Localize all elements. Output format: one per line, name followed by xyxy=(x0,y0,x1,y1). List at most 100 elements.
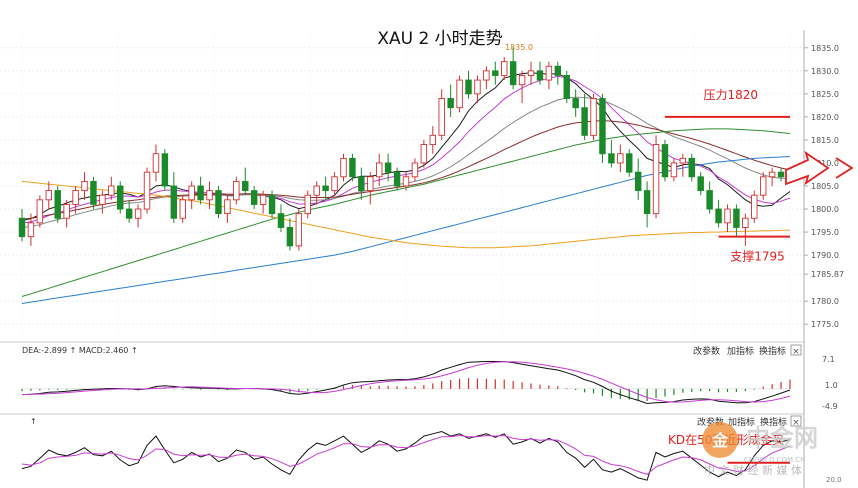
support-resistance-annotations: 压力1820 支撑1795 xyxy=(664,88,790,264)
candle-body xyxy=(393,171,401,187)
macd-button-switch[interactable]: 换指标 xyxy=(759,345,786,357)
candle-body xyxy=(215,190,222,215)
candle-body xyxy=(688,157,695,178)
candle-body xyxy=(447,98,454,109)
candle-body xyxy=(438,98,445,136)
candle-body xyxy=(768,171,776,178)
candle-body xyxy=(670,162,678,178)
candle-body xyxy=(536,70,544,81)
candle-body xyxy=(483,70,490,81)
kd-k-line xyxy=(21,430,791,481)
candle-body xyxy=(206,190,213,201)
kd-close-icon[interactable]: × xyxy=(792,418,800,428)
candle-body xyxy=(45,190,53,201)
macd-button-add[interactable]: 加指标 xyxy=(727,345,754,357)
candle-body xyxy=(331,176,338,192)
candle-body xyxy=(518,75,526,86)
candle-body xyxy=(715,208,722,224)
macd-header: DEA:-2.899 ↑ MACD:2.460 ↑ xyxy=(22,346,138,355)
candle-body xyxy=(617,153,624,164)
price-tick-label: 1825.0 xyxy=(811,90,839,99)
candle-body xyxy=(474,79,481,95)
price-tick-label: 1780.0 xyxy=(811,297,839,306)
price-tick-label: 1805.0 xyxy=(811,182,839,191)
candle-body xyxy=(751,194,758,219)
macd-plot xyxy=(21,361,791,405)
candle-body xyxy=(125,208,133,219)
candle-body xyxy=(161,153,169,187)
watermark-logo-char: 金 xyxy=(711,431,729,450)
candlestick-series xyxy=(18,47,794,251)
kd-header: ↑ xyxy=(30,417,37,426)
candle-body xyxy=(599,98,606,155)
macd-button-params[interactable]: 改参数 xyxy=(693,345,720,357)
watermark-brand: 中金网 xyxy=(746,424,818,452)
candle-body xyxy=(90,180,97,205)
candle-body xyxy=(322,185,329,192)
candle-body xyxy=(99,194,106,205)
kd-button-add[interactable]: 加指标 xyxy=(728,416,755,428)
candle-body xyxy=(367,176,374,192)
candle-body xyxy=(54,190,61,219)
candle-body xyxy=(340,157,347,178)
macd-dif-line xyxy=(21,361,791,405)
chart-title: XAU 2 小时走势 xyxy=(377,29,502,49)
candle-body xyxy=(402,176,410,187)
candle-body xyxy=(134,208,142,219)
price-tick-label: 1795.0 xyxy=(811,228,839,237)
candle-body xyxy=(313,185,320,196)
price-tick-label: 1835.0 xyxy=(811,44,839,53)
candle-body xyxy=(81,180,88,192)
price-tick-label: 1830.0 xyxy=(811,67,839,76)
candle-body xyxy=(465,79,472,95)
candle-body xyxy=(492,70,499,76)
candle-body xyxy=(456,79,463,109)
candle-body xyxy=(563,75,570,99)
candle-body xyxy=(429,134,437,145)
candle-body xyxy=(170,185,178,219)
candle-body xyxy=(661,144,669,178)
level-label-0: 压力1820 xyxy=(703,88,758,102)
price-axis: 1835.0 1830.0 1825.0 1820.0 1815.0 1810.0 1805… xyxy=(804,44,844,329)
candle-body xyxy=(224,199,231,215)
candle-body xyxy=(384,162,392,173)
candle-body xyxy=(581,107,588,136)
candle-body xyxy=(197,185,204,201)
level-label-1: 支撑1795 xyxy=(730,249,785,264)
candle-body xyxy=(233,180,240,201)
candle-body xyxy=(643,190,651,215)
macd-tick-mid: 1.0 xyxy=(825,381,838,390)
candle-body xyxy=(242,180,249,192)
candle-body xyxy=(626,153,633,173)
candle-body xyxy=(608,153,615,164)
candle-body xyxy=(590,98,597,136)
candle-body xyxy=(554,65,562,76)
macd-close-icon[interactable]: × xyxy=(792,347,800,357)
candle-body xyxy=(304,194,311,215)
candle-body xyxy=(63,203,70,219)
candle-body xyxy=(572,98,579,109)
macd-close-box[interactable] xyxy=(790,344,802,356)
price-tick-label: 1815.0 xyxy=(811,136,839,145)
candle-body xyxy=(358,176,365,192)
candle-body xyxy=(509,61,517,86)
price-tick-label: 1820.0 xyxy=(811,113,839,122)
candle-body xyxy=(679,157,687,164)
candle-body xyxy=(706,190,713,210)
candle-body xyxy=(349,157,356,178)
candle-body xyxy=(742,217,749,228)
candle-body xyxy=(724,208,731,224)
kd-tick-20: 20.0 xyxy=(826,476,842,484)
kd-button-switch[interactable]: 换指标 xyxy=(760,416,787,428)
candle-body xyxy=(652,144,660,215)
candle-body xyxy=(545,65,553,81)
candle-body xyxy=(420,144,428,164)
candle-body xyxy=(277,213,285,228)
kd-close-box[interactable] xyxy=(790,415,802,427)
watermark: 金 中金网 CNGOLD.COM.CN 中 文 财 经 新 媒 体 xyxy=(702,422,818,477)
macd-dea-line xyxy=(21,361,791,403)
kd-d-line xyxy=(21,434,791,475)
candle-body xyxy=(697,176,704,192)
candle-body xyxy=(36,199,44,224)
